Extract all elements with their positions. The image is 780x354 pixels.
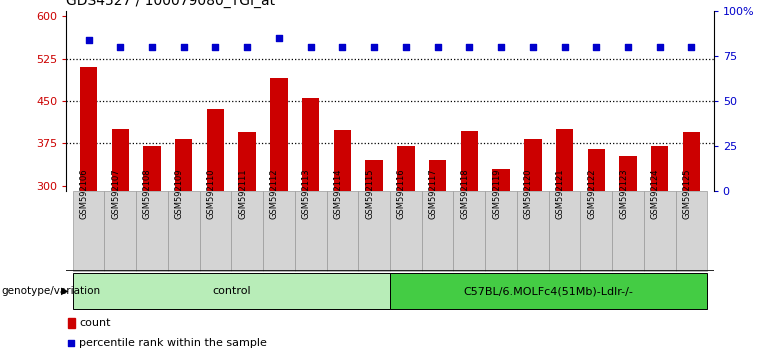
Text: GSM592113: GSM592113 — [302, 168, 310, 219]
Text: GSM592109: GSM592109 — [175, 168, 184, 219]
Bar — [461, 131, 478, 191]
Text: count: count — [80, 318, 111, 328]
Text: GSM592118: GSM592118 — [460, 168, 470, 219]
Bar — [73, 191, 105, 271]
Text: GSM592106: GSM592106 — [80, 168, 88, 219]
Text: GSM592122: GSM592122 — [587, 168, 596, 219]
Point — [146, 44, 158, 50]
Bar — [517, 191, 548, 271]
Bar — [485, 191, 517, 271]
Text: GSM592123: GSM592123 — [619, 168, 628, 219]
Bar — [112, 129, 129, 191]
Bar — [556, 129, 573, 191]
Bar — [295, 191, 327, 271]
Bar — [358, 191, 390, 271]
Point — [463, 44, 476, 50]
Bar — [580, 191, 612, 271]
Text: GSM592115: GSM592115 — [365, 168, 374, 219]
Text: GSM592114: GSM592114 — [333, 168, 342, 219]
Point — [431, 44, 444, 50]
Point — [82, 37, 94, 42]
Point — [495, 44, 507, 50]
Point — [368, 44, 381, 50]
Text: GSM592112: GSM592112 — [270, 168, 279, 219]
Bar — [390, 273, 707, 309]
Point — [336, 44, 349, 50]
Bar — [334, 130, 351, 191]
Bar — [453, 191, 485, 271]
Bar — [390, 191, 422, 271]
Bar — [429, 160, 446, 191]
Bar — [397, 146, 415, 191]
Text: GSM592116: GSM592116 — [397, 168, 406, 219]
Bar — [524, 139, 541, 191]
Bar — [175, 139, 193, 191]
Text: GSM592121: GSM592121 — [555, 168, 565, 219]
Text: GSM592111: GSM592111 — [238, 168, 247, 219]
Point — [526, 44, 539, 50]
Text: genotype/variation: genotype/variation — [2, 286, 101, 296]
Bar — [644, 191, 675, 271]
Text: GDS4527 / 100079080_TGI_at: GDS4527 / 100079080_TGI_at — [66, 0, 275, 8]
Bar — [239, 132, 256, 191]
Bar — [207, 109, 224, 191]
Bar — [80, 67, 98, 191]
Text: GSM592125: GSM592125 — [682, 168, 692, 219]
Text: GSM592119: GSM592119 — [492, 168, 501, 219]
Text: GSM592120: GSM592120 — [524, 168, 533, 219]
Bar — [327, 191, 358, 271]
Bar — [302, 98, 319, 191]
Bar — [73, 273, 390, 309]
Bar — [587, 149, 605, 191]
Text: ▶: ▶ — [61, 286, 69, 296]
Text: GSM592110: GSM592110 — [207, 168, 215, 219]
Bar — [619, 156, 636, 191]
Bar — [422, 191, 453, 271]
Bar — [492, 169, 510, 191]
Point — [304, 44, 317, 50]
Text: control: control — [212, 286, 250, 296]
Point — [66, 340, 78, 346]
Text: C57BL/6.MOLFc4(51Mb)-Ldlr-/-: C57BL/6.MOLFc4(51Mb)-Ldlr-/- — [464, 286, 633, 296]
Text: GSM592107: GSM592107 — [112, 168, 120, 219]
Text: percentile rank within the sample: percentile rank within the sample — [80, 337, 267, 348]
Text: GSM592108: GSM592108 — [143, 168, 152, 219]
Point — [114, 44, 126, 50]
Text: GSM592124: GSM592124 — [651, 168, 660, 219]
Bar — [144, 146, 161, 191]
Bar — [232, 191, 263, 271]
Bar — [548, 191, 580, 271]
Bar — [105, 191, 136, 271]
Point — [622, 44, 634, 50]
Bar — [651, 146, 668, 191]
Bar — [68, 318, 75, 328]
Point — [654, 44, 666, 50]
Point — [399, 44, 412, 50]
Bar — [136, 191, 168, 271]
Bar — [270, 78, 288, 191]
Point — [686, 44, 698, 50]
Bar — [263, 191, 295, 271]
Point — [209, 44, 222, 50]
Point — [273, 35, 285, 41]
Text: GSM592117: GSM592117 — [428, 168, 438, 219]
Bar — [200, 191, 232, 271]
Point — [241, 44, 254, 50]
Bar — [682, 132, 700, 191]
Point — [590, 44, 602, 50]
Point — [178, 44, 190, 50]
Bar — [365, 160, 383, 191]
Point — [558, 44, 571, 50]
Bar — [612, 191, 644, 271]
Bar — [675, 191, 707, 271]
Bar — [168, 191, 200, 271]
